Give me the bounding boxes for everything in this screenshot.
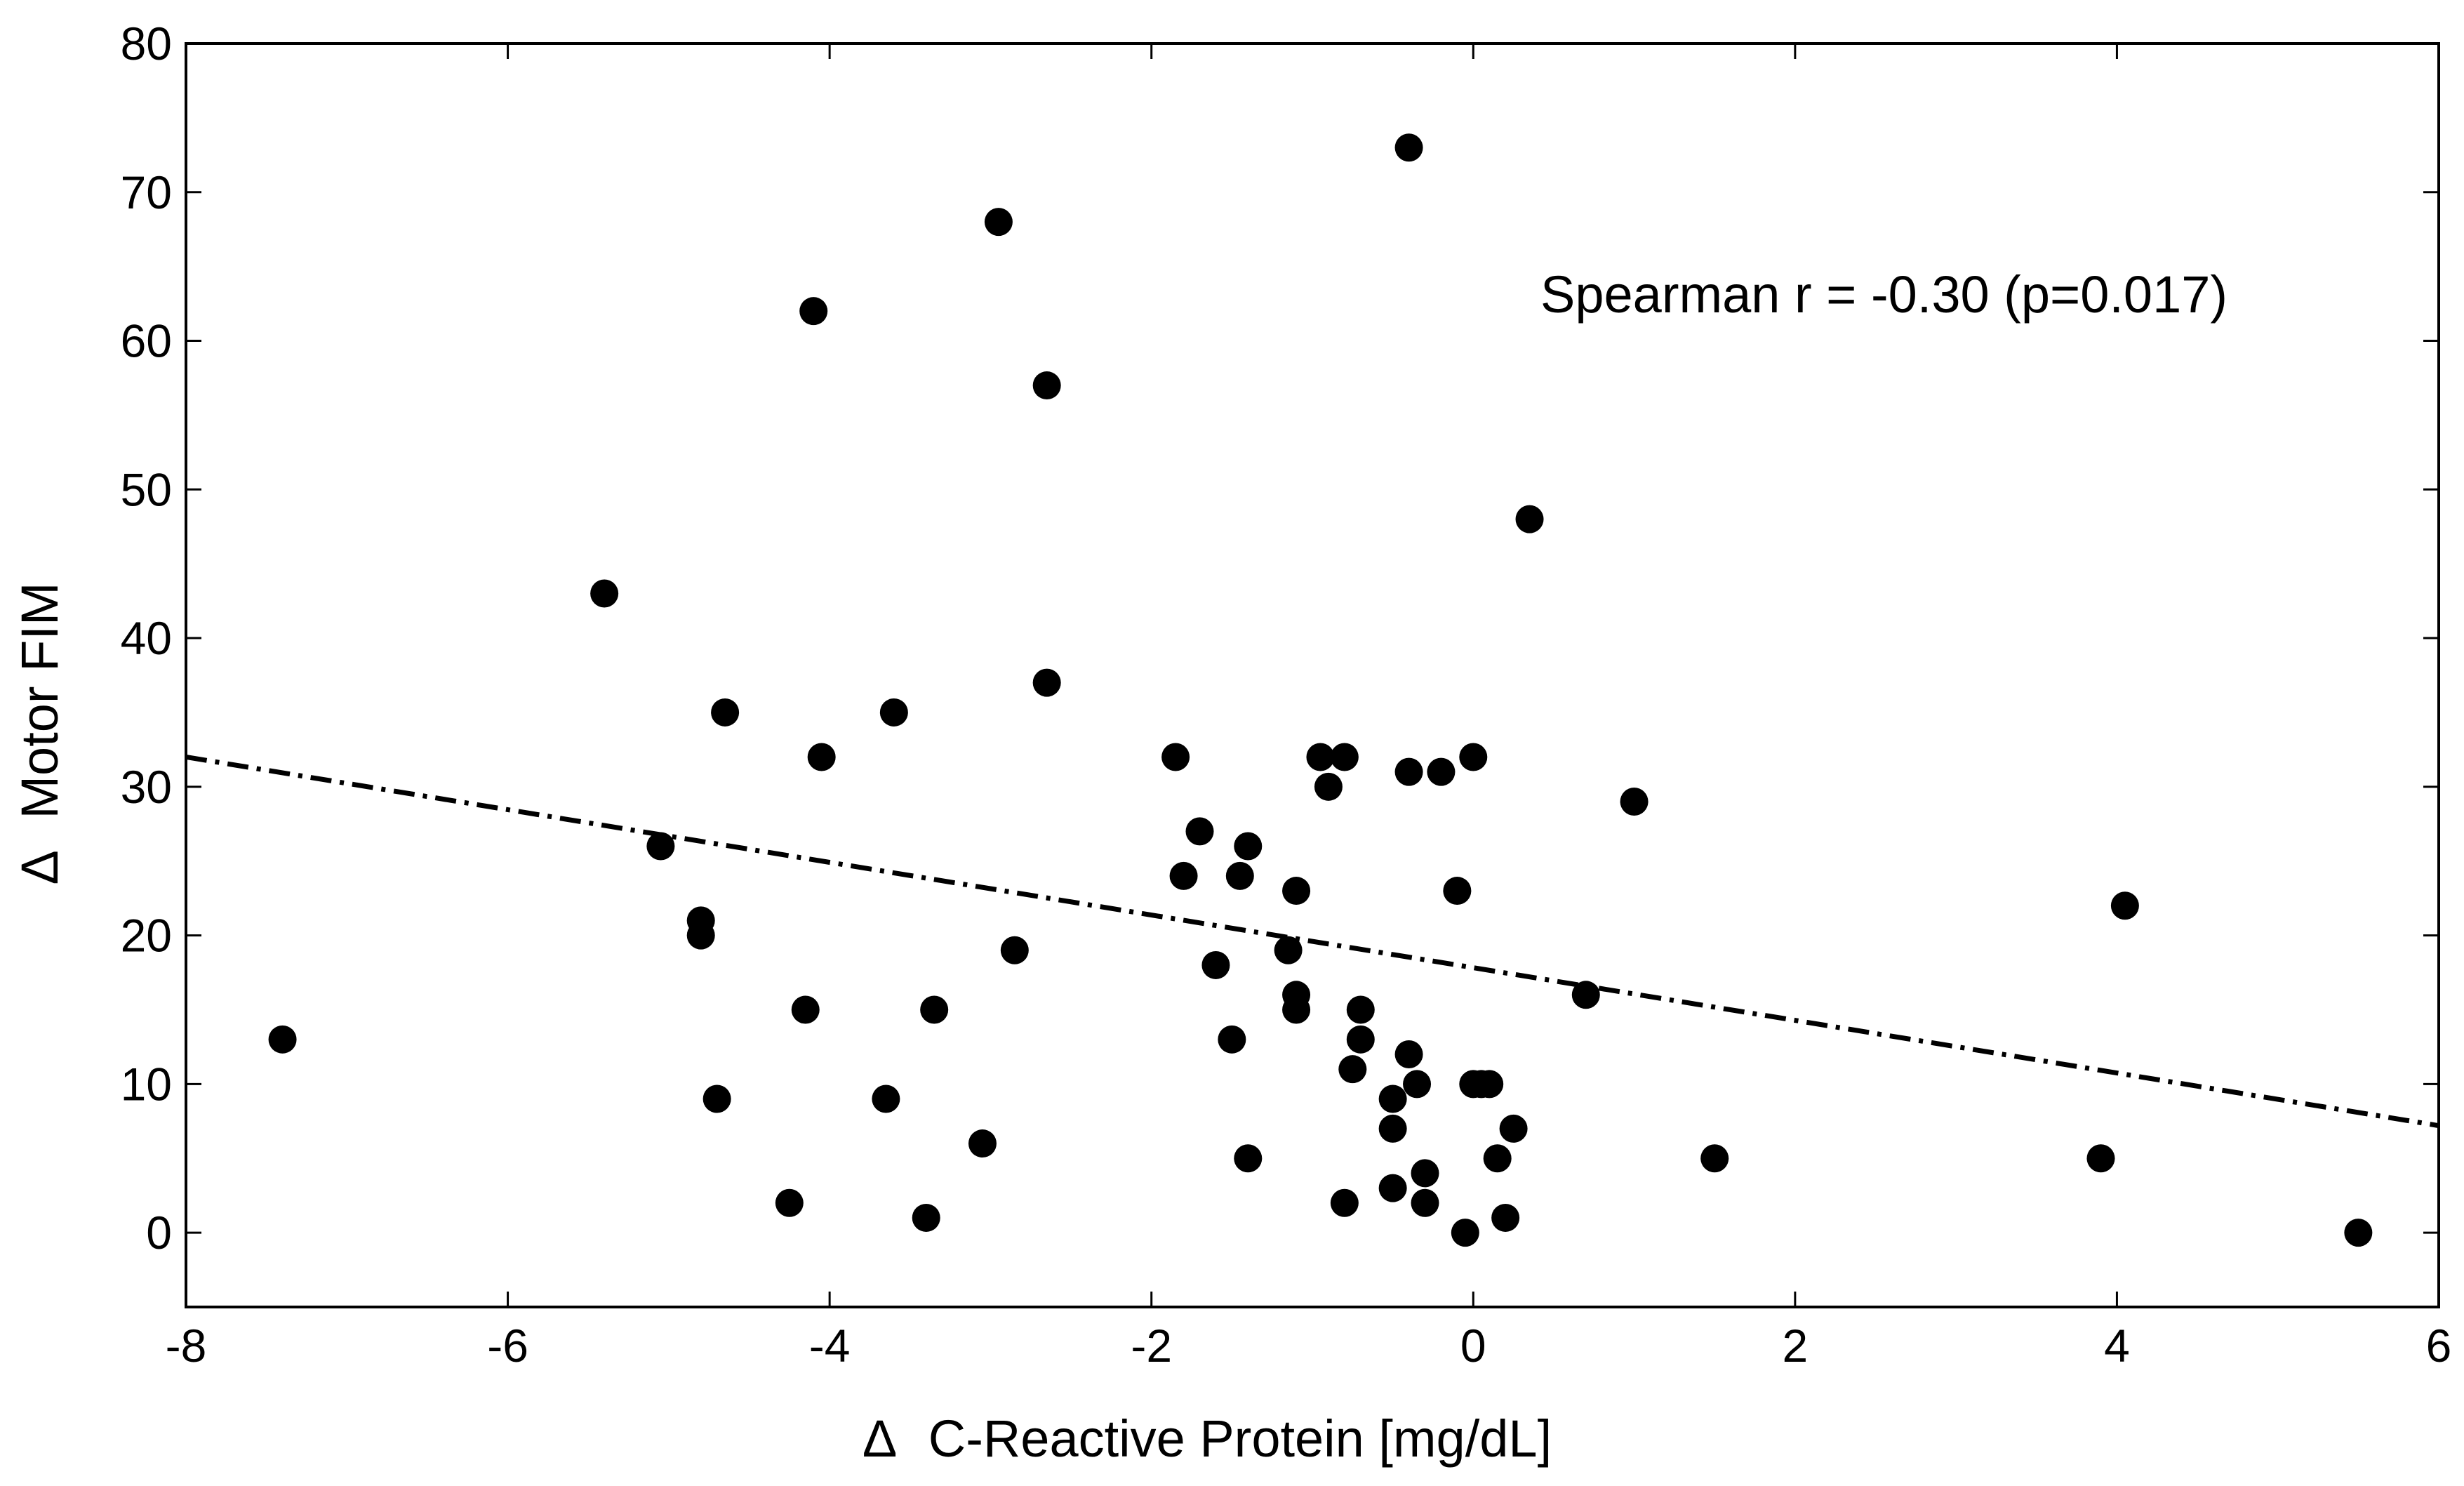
data-point bbox=[872, 1084, 900, 1113]
data-point bbox=[1201, 950, 1230, 979]
data-point bbox=[1491, 1203, 1520, 1232]
data-point bbox=[807, 743, 836, 771]
data-point bbox=[1378, 1174, 1407, 1202]
y-axis-delta-symbol: Δ bbox=[11, 851, 69, 885]
x-tick-label: -6 bbox=[487, 1320, 528, 1372]
data-point bbox=[1282, 995, 1311, 1024]
data-point bbox=[1161, 743, 1190, 771]
data-point bbox=[1427, 757, 1456, 786]
y-tick-label: 50 bbox=[121, 463, 172, 515]
trendline-group bbox=[185, 755, 2439, 1129]
data-point bbox=[1515, 505, 1544, 533]
x-axis-label: C-Reactive Protein [mg/dL] bbox=[928, 1409, 1552, 1468]
data-point bbox=[1378, 1114, 1407, 1143]
data-point bbox=[1234, 1144, 1263, 1173]
data-point bbox=[1306, 743, 1335, 771]
data-point bbox=[1330, 743, 1359, 771]
data-point bbox=[686, 921, 715, 950]
data-point bbox=[920, 995, 949, 1024]
data-point bbox=[799, 297, 828, 326]
data-point bbox=[1394, 757, 1423, 786]
data-point bbox=[791, 995, 820, 1024]
x-tick-label: 4 bbox=[2104, 1320, 2130, 1372]
data-point bbox=[702, 1084, 731, 1113]
data-point bbox=[1218, 1025, 1246, 1054]
data-point bbox=[1282, 877, 1311, 905]
y-axis-ticks: 0 10 20 30 40 50 60 70 80 bbox=[121, 18, 2439, 1259]
data-point bbox=[1346, 995, 1375, 1024]
data-point bbox=[1475, 1070, 1504, 1099]
data-point bbox=[590, 579, 619, 608]
data-point bbox=[1330, 1188, 1359, 1217]
x-tick-label: -8 bbox=[166, 1320, 207, 1372]
x-tick-label: 0 bbox=[1460, 1320, 1486, 1372]
data-point bbox=[1443, 877, 1472, 905]
data-points bbox=[268, 133, 2373, 1247]
data-point bbox=[1032, 371, 1061, 400]
x-axis-ticks: -8 -6 -4 -2 0 2 4 6 bbox=[166, 44, 2452, 1372]
y-tick-label: 20 bbox=[121, 910, 172, 962]
x-tick-label: 6 bbox=[2426, 1320, 2452, 1372]
data-point bbox=[1451, 1219, 1479, 1247]
data-point bbox=[1459, 743, 1488, 771]
y-axis-title: Δ Motor FIM bbox=[11, 582, 69, 884]
trendline bbox=[185, 755, 2439, 1129]
data-point bbox=[1032, 668, 1061, 697]
data-point bbox=[912, 1203, 940, 1232]
y-tick-label: 0 bbox=[146, 1207, 172, 1259]
data-point bbox=[2344, 1219, 2373, 1247]
data-point bbox=[1338, 1055, 1367, 1084]
data-point bbox=[1403, 1070, 1432, 1099]
data-point bbox=[1483, 1144, 1512, 1173]
data-point bbox=[968, 1129, 997, 1158]
data-point bbox=[2110, 891, 2139, 920]
x-tick-label: -4 bbox=[809, 1320, 851, 1372]
data-point bbox=[1394, 1040, 1423, 1068]
data-point bbox=[1169, 861, 1198, 890]
y-tick-label: 40 bbox=[121, 612, 172, 664]
data-point bbox=[268, 1025, 297, 1054]
data-point bbox=[1314, 772, 1343, 801]
data-point bbox=[879, 698, 908, 727]
data-point bbox=[1346, 1025, 1375, 1054]
data-point bbox=[1700, 1144, 1729, 1173]
data-point bbox=[711, 698, 740, 727]
x-axis-delta-symbol: Δ bbox=[863, 1409, 896, 1468]
data-point bbox=[2086, 1144, 2115, 1173]
data-point bbox=[1234, 832, 1263, 861]
x-tick-label: -2 bbox=[1131, 1320, 1172, 1372]
data-point bbox=[1000, 936, 1029, 964]
y-tick-label: 30 bbox=[121, 761, 172, 813]
data-point bbox=[1274, 936, 1303, 964]
data-point bbox=[1499, 1114, 1528, 1143]
y-tick-label: 70 bbox=[121, 166, 172, 218]
y-tick-label: 80 bbox=[121, 18, 172, 69]
data-point bbox=[1571, 981, 1600, 1009]
data-point bbox=[646, 832, 675, 861]
data-point bbox=[1185, 817, 1214, 846]
spearman-annotation: Spearman r = -0.30 (p=0.017) bbox=[1540, 265, 2227, 324]
x-tick-label: 2 bbox=[1782, 1320, 1808, 1372]
x-axis-title: Δ C-Reactive Protein [mg/dL] bbox=[863, 1409, 1552, 1468]
data-point bbox=[1411, 1159, 1439, 1188]
data-point bbox=[775, 1188, 804, 1217]
data-point bbox=[1620, 788, 1649, 816]
y-axis-label: Motor FIM bbox=[11, 582, 69, 818]
y-tick-label: 60 bbox=[121, 315, 172, 367]
plot-frame bbox=[185, 42, 2440, 1308]
data-point bbox=[1394, 133, 1423, 162]
data-point bbox=[1225, 861, 1254, 890]
y-tick-label: 10 bbox=[121, 1058, 172, 1110]
data-point bbox=[984, 208, 1013, 237]
data-point bbox=[1378, 1084, 1407, 1113]
data-point bbox=[1411, 1188, 1439, 1217]
